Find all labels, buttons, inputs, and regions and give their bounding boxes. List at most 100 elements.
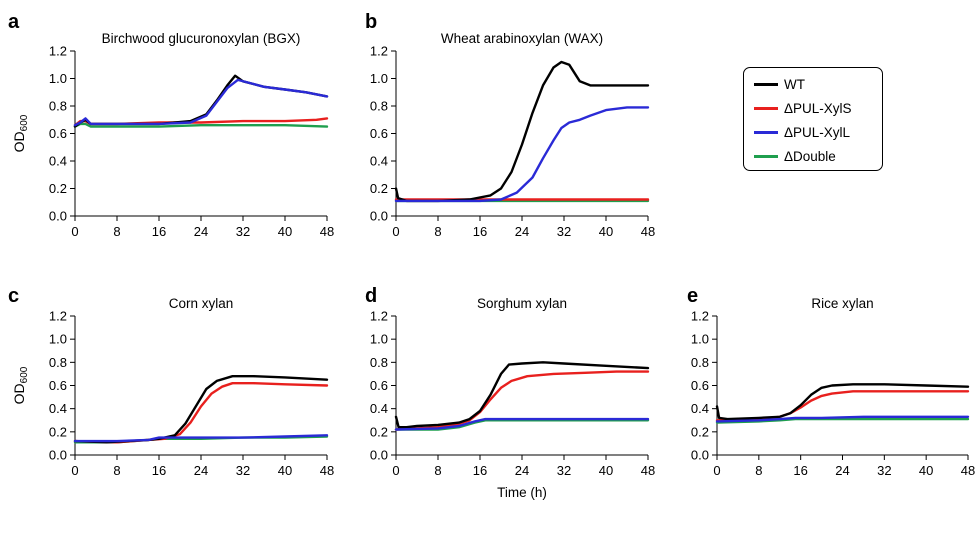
y-tick-label-a: 1.2 (49, 44, 67, 59)
y-tick-label-c: 0.0 (49, 448, 67, 463)
x-tick-label-c: 40 (278, 463, 292, 478)
series-line-d-pul-xyls (394, 370, 650, 431)
series-line-c-wt (73, 375, 329, 444)
x-tick-label-c: 48 (320, 463, 334, 478)
panel-a: a Birchwood glucuronoxylan (BGX) 0.0 0.2 0.4… (8, 11, 334, 239)
y-tick-label-b: 1.0 (370, 71, 388, 86)
x-tick-label-a: 32 (236, 224, 250, 239)
y-tick-label-c: 0.4 (49, 401, 67, 416)
legend-label-wt: WT (784, 76, 805, 92)
x-tick-label-d: 48 (641, 463, 655, 478)
series-line-e-wt (715, 383, 970, 421)
legend-item-double: ΔDouble (754, 145, 836, 167)
series-line-c-pul-xyls (73, 382, 329, 444)
y-tick-label-b: 0.8 (370, 99, 388, 114)
y-tick-label-c: 0.8 (49, 355, 67, 370)
x-tick-label-c: 0 (71, 463, 78, 478)
series-line-d-pul-xyll (394, 417, 650, 431)
legend-swatch-wt (754, 82, 778, 86)
y-tick-label-a: 0.8 (49, 99, 67, 114)
x-tick-label-d: 0 (392, 463, 399, 478)
x-tick-label-e: 0 (713, 463, 720, 478)
x-tick-label-d: 32 (557, 463, 571, 478)
y-tick-label-e: 0.0 (691, 448, 709, 463)
panel-label-d: d (365, 285, 377, 307)
series-line-b-pul-xyll (394, 106, 650, 203)
x-tick-label-b: 16 (473, 224, 487, 239)
y-tick-label-e: 0.8 (691, 355, 709, 370)
y-tick-label-c: 1.0 (49, 332, 67, 347)
x-tick-label-a: 48 (320, 224, 334, 239)
panel-c: c Corn xylan 0.0 0.2 0.4 0.6 0.8 1.0 1.2 0 8 16 24 32… (8, 285, 334, 478)
x-tick-label-b: 40 (599, 224, 613, 239)
panel-b: b Wheat arabinoxylan (WAX) 0.0 0.2 0.4 0.6 0.8… (365, 11, 655, 239)
x-tick-label-b: 8 (434, 224, 441, 239)
x-tick-label-a: 16 (152, 224, 166, 239)
y-tick-label-c: 0.6 (49, 378, 67, 393)
panel-title-d: Sorghum xylan (477, 296, 567, 311)
y-tick-label-b: 0.4 (370, 154, 388, 169)
x-tick-label-e: 32 (877, 463, 891, 478)
series-line-d-wt (394, 361, 650, 429)
x-tick-label-a: 24 (194, 224, 208, 239)
y-tick-label-a: 0.4 (49, 154, 67, 169)
x-tick-label-c: 24 (194, 463, 208, 478)
y-tick-label-d: 0.4 (370, 401, 388, 416)
x-tick-label-d: 40 (599, 463, 613, 478)
panel-label-c: c (8, 285, 19, 307)
x-axis-label-d: Time (h) (497, 485, 547, 500)
y-tick-label-b: 0.2 (370, 181, 388, 196)
y-tick-label-b: 0.6 (370, 126, 388, 141)
x-tick-label-c: 16 (152, 463, 166, 478)
legend-swatch-pul-xyll (754, 130, 778, 134)
y-tick-label-d: 0.0 (370, 448, 388, 463)
legend-label-pul-xyls: ΔPUL-XylS (784, 100, 852, 116)
panel-title-e: Rice xylan (811, 296, 873, 311)
panel-title-b: Wheat arabinoxylan (WAX) (441, 31, 603, 46)
y-tick-label-c: 0.2 (49, 424, 67, 439)
legend-label-pul-xyll: ΔPUL-XylL (784, 124, 851, 140)
x-tick-label-d: 16 (473, 463, 487, 478)
y-tick-label-a: 0.2 (49, 181, 67, 196)
legend-item-pul-xyls: ΔPUL-XylS (754, 97, 852, 119)
series-line-c-pul-xyll (73, 434, 329, 443)
panel-label-a: a (8, 11, 20, 33)
panel-label-e: e (687, 285, 698, 307)
y-tick-label-c: 1.2 (49, 309, 67, 324)
series-line-a-pul-xyll (73, 78, 329, 127)
x-tick-label-e: 8 (755, 463, 762, 478)
y-tick-label-e: 1.2 (691, 309, 709, 324)
y-tick-label-e: 1.0 (691, 332, 709, 347)
x-tick-label-e: 16 (793, 463, 807, 478)
series-line-a-double (73, 122, 329, 128)
legend-label-double: ΔDouble (784, 148, 836, 164)
x-tick-label-e: 48 (961, 463, 975, 478)
y-tick-label-e: 0.2 (691, 424, 709, 439)
legend-swatch-double (754, 154, 778, 158)
y-tick-label-b: 0.0 (370, 209, 388, 224)
x-tick-label-d: 8 (434, 463, 441, 478)
x-tick-label-e: 24 (835, 463, 849, 478)
series-line-e-pul-xyll (715, 415, 970, 423)
legend: WT ΔPUL-XylS ΔPUL-XylL ΔDouble (743, 67, 883, 171)
x-tick-label-a: 40 (278, 224, 292, 239)
panel-title-c: Corn xylan (169, 296, 234, 311)
panel-label-b: b (365, 11, 377, 33)
y-tick-label-a: 1.0 (49, 71, 67, 86)
y-axis-label-c: OD600 (11, 366, 30, 404)
panel-e: e Rice xylan 0.0 0.2 0.4 0.6 0.8 1.0 1.2 0 8 16 24 32… (687, 285, 975, 478)
y-axis-label-a: OD600 (11, 114, 30, 152)
y-tick-label-d: 1.2 (370, 309, 388, 324)
y-tick-label-d: 1.0 (370, 332, 388, 347)
x-tick-label-d: 24 (515, 463, 529, 478)
y-tick-label-d: 0.2 (370, 424, 388, 439)
x-tick-label-b: 32 (557, 224, 571, 239)
y-tick-label-b: 1.2 (370, 44, 388, 59)
panel-title-a: Birchwood glucuronoxylan (BGX) (102, 31, 301, 46)
legend-item-wt: WT (754, 73, 805, 95)
x-tick-label-c: 8 (113, 463, 120, 478)
x-tick-label-b: 48 (641, 224, 655, 239)
x-tick-label-a: 0 (71, 224, 78, 239)
y-tick-label-d: 0.6 (370, 378, 388, 393)
